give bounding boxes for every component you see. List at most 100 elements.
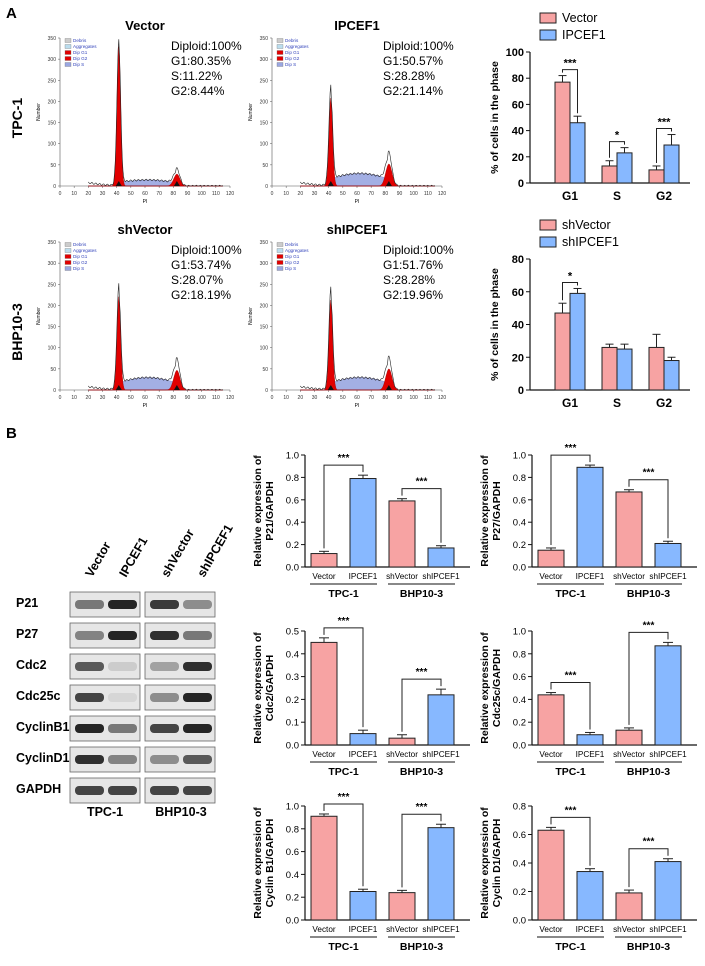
x-tick-label: S	[613, 396, 621, 410]
legend-swatch	[64, 260, 72, 265]
y-tick-label: 0.6	[513, 495, 526, 506]
group-label: BHP10-3	[400, 588, 443, 600]
group-label: TPC-1	[555, 941, 585, 953]
y-tick-label: 350	[48, 36, 57, 42]
band	[183, 755, 212, 764]
y-tick-label: 0	[265, 388, 268, 394]
histogram-2: shVector 0 50 100 150 200 250 300 350 0 10 20 30 40 50…	[36, 222, 242, 409]
y-tick-label: 0	[53, 388, 56, 394]
y-axis-label: Number	[36, 103, 42, 121]
x-tick-label: 20	[86, 191, 92, 197]
expression-chart-0: 0.0 0.2 0.4 0.6 0.8 1.0 Relative expression of…	[252, 451, 470, 600]
expression-chart-1: 0.0 0.2 0.4 0.6 0.8 1.0 Relative expression of…	[479, 443, 697, 600]
y-tick-label: 100	[260, 142, 269, 148]
envelope-line	[300, 286, 436, 391]
y-axis-label: P27/GAPDH	[491, 481, 503, 541]
cell-cycle-stat: G2:21.14%	[383, 84, 443, 98]
envelope-line	[88, 283, 224, 391]
significance-label: ***	[643, 468, 655, 479]
significance-label: ***	[643, 837, 655, 848]
group-label: BHP10-3	[400, 941, 443, 953]
cell-cycle-stat: G2:18.19%	[171, 288, 231, 302]
legend-label: Aggregates	[285, 44, 309, 49]
lane-label: shIPCEF1	[194, 522, 235, 580]
g1-peak	[88, 296, 223, 391]
y-tick-label: 0.4	[286, 518, 299, 529]
band	[150, 662, 179, 671]
x-tick-label: 20	[298, 395, 304, 401]
band	[183, 724, 212, 733]
y-axis-label: % of cells in the phase	[489, 268, 501, 381]
bar	[537, 829, 565, 921]
group-label: TPC-1	[328, 766, 358, 778]
bar	[310, 815, 338, 921]
group-label: BHP10-3	[627, 588, 670, 600]
bar	[648, 169, 665, 184]
y-tick-label: 100	[506, 47, 524, 59]
significance-bracket	[550, 816, 591, 866]
y-tick-label: 0.4	[513, 518, 526, 529]
group-label: TPC-1	[555, 588, 585, 600]
significance-label: ***	[416, 667, 428, 678]
band	[75, 662, 104, 671]
x-tick-label: 50	[128, 395, 134, 401]
cell-cycle-stat: S:28.28%	[383, 273, 435, 287]
significance-bracket	[628, 479, 669, 539]
cell-cycle-stat: Diploid:100%	[383, 39, 454, 53]
significance-label: ***	[643, 620, 655, 631]
group-label: BHP10-3	[400, 766, 443, 778]
significance-label: ***	[658, 117, 672, 129]
significance-label: ***	[564, 58, 578, 70]
legend-swatch	[539, 29, 557, 41]
y-axis-label: Relative expression of	[252, 632, 264, 744]
panel-label-b: B	[6, 425, 17, 442]
band	[150, 600, 179, 609]
x-tick-label: 40	[114, 395, 120, 401]
bar	[601, 165, 618, 184]
x-tick-label: 10	[71, 395, 77, 401]
x-tick-label: 110	[212, 395, 220, 401]
band	[150, 693, 179, 702]
x-axis-label: PI	[143, 199, 148, 205]
significance-bracket	[323, 627, 364, 728]
lane-label: IPCEF1	[116, 535, 150, 580]
bar	[616, 348, 633, 391]
x-tick-label: 120	[226, 395, 235, 401]
group-label: TPC-1	[328, 941, 358, 953]
bar	[615, 729, 643, 746]
bar	[576, 871, 604, 921]
bar	[648, 346, 665, 391]
bar	[310, 641, 338, 746]
significance-bracket	[323, 803, 364, 887]
envelope-line	[300, 84, 436, 187]
y-tick-label: 50	[262, 163, 268, 169]
x-tick-label: shVector	[613, 572, 645, 581]
x-tick-label: IPCEF1	[349, 572, 378, 581]
band	[183, 693, 212, 702]
x-tick-label: IPCEF1	[576, 925, 605, 934]
legend-swatch	[276, 38, 284, 43]
protein-label: GAPDH	[16, 782, 61, 796]
y-tick-label: 0.6	[286, 847, 299, 858]
significance-bracket	[562, 69, 578, 114]
significance-label: ***	[565, 443, 577, 454]
y-tick-label: 150	[48, 121, 57, 127]
bar	[537, 549, 565, 568]
x-tick-label: Vector	[312, 750, 335, 759]
legend-swatch	[64, 242, 72, 247]
x-tick-label: 120	[438, 191, 447, 197]
x-tick-label: 110	[424, 191, 432, 197]
legend-label: Dip G1	[285, 50, 300, 55]
protein-label: P27	[16, 627, 38, 641]
y-axis-label: Relative expression of	[252, 455, 264, 567]
y-tick-label: 0.6	[513, 830, 526, 841]
expression-chart-4: 0.0 0.2 0.4 0.6 0.8 1.0 Relative expression of…	[252, 792, 470, 953]
band	[75, 786, 104, 795]
significance-bracket	[323, 464, 364, 549]
band	[108, 724, 137, 733]
band	[183, 600, 212, 609]
g1-peak	[300, 98, 435, 187]
y-axis-label: % of cells in the phase	[489, 61, 501, 174]
x-tick-label: Vector	[539, 925, 562, 934]
x-tick-label: 90	[397, 395, 403, 401]
